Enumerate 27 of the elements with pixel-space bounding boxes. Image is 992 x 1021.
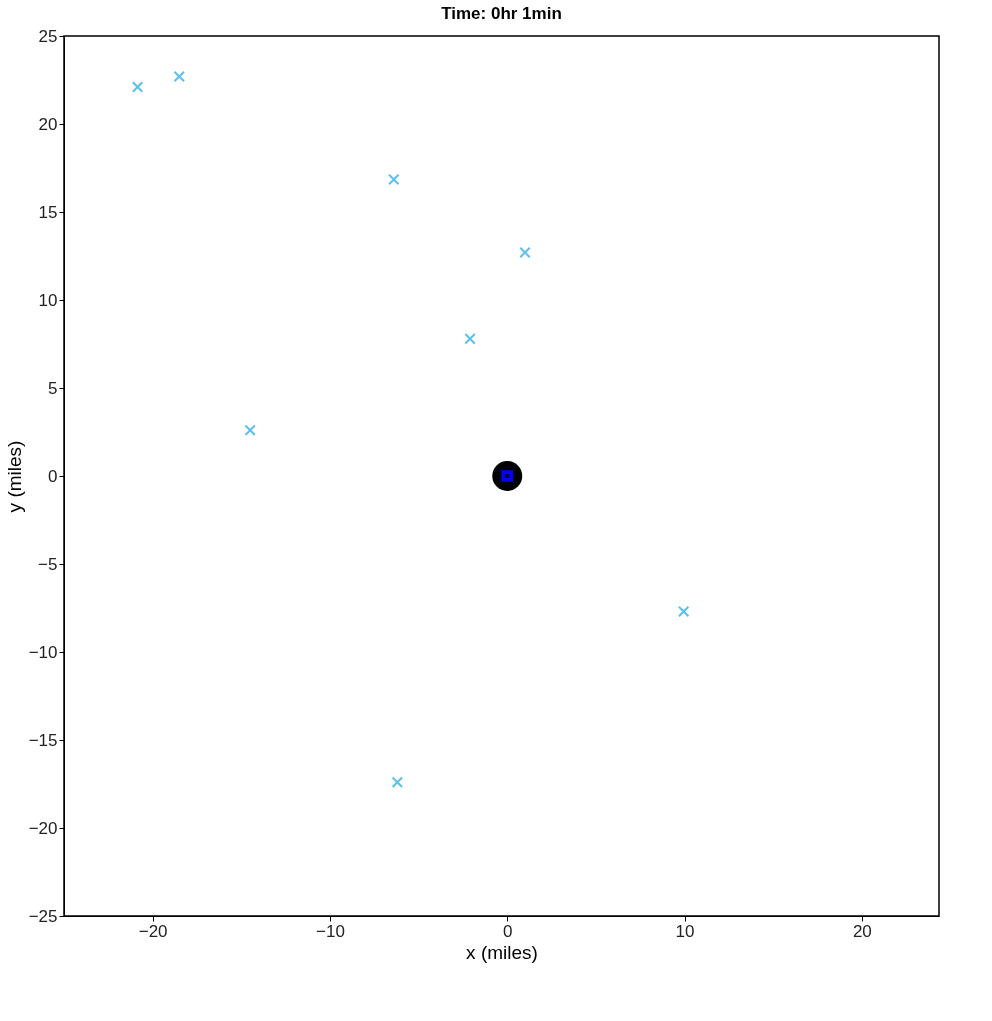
y-tick-label: 25 [38,26,58,46]
y-tick-label: 0 [48,466,58,486]
point [464,332,476,345]
y-tick-label: 10 [38,290,58,310]
y-tick-label: −10 [28,642,58,662]
y-tick-label: 15 [38,202,58,222]
y-tick-label: 20 [38,114,58,134]
point [244,424,256,436]
x-tick-label: 0 [503,921,513,941]
y-tick-label: 5 [48,378,58,398]
point [391,776,404,788]
y-axis-title: y (miles) [3,440,25,513]
point [677,605,690,618]
x-tick-label: −20 [138,921,168,941]
y-tick-label: −15 [28,730,58,750]
x-axis-title: x (miles) [466,941,538,963]
point [173,70,185,83]
y-tick-label: −20 [28,818,58,838]
x-tick-label: 20 [852,921,872,941]
x-tick-label: 10 [675,921,695,941]
x-tick-label: −10 [316,921,345,941]
point [131,81,144,93]
chart-title: Time: 0hr 1min [441,4,562,23]
point [519,246,531,259]
point [388,173,400,186]
y-tick-label: −5 [38,554,58,574]
y-tick-label: −25 [28,906,58,926]
